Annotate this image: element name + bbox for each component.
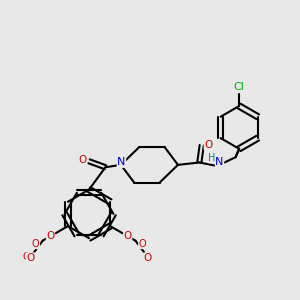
Text: O: O	[32, 238, 40, 249]
Text: N: N	[117, 158, 126, 167]
Text: O: O	[139, 238, 146, 249]
Text: O: O	[78, 155, 87, 165]
Text: O: O	[124, 231, 132, 241]
Text: O: O	[204, 140, 212, 150]
Text: O: O	[23, 252, 30, 262]
Text: O: O	[46, 231, 55, 241]
Text: Cl: Cl	[234, 82, 244, 92]
Text: H: H	[208, 153, 215, 163]
Text: O: O	[144, 253, 152, 263]
Text: O: O	[26, 253, 34, 263]
Text: N: N	[215, 158, 224, 167]
